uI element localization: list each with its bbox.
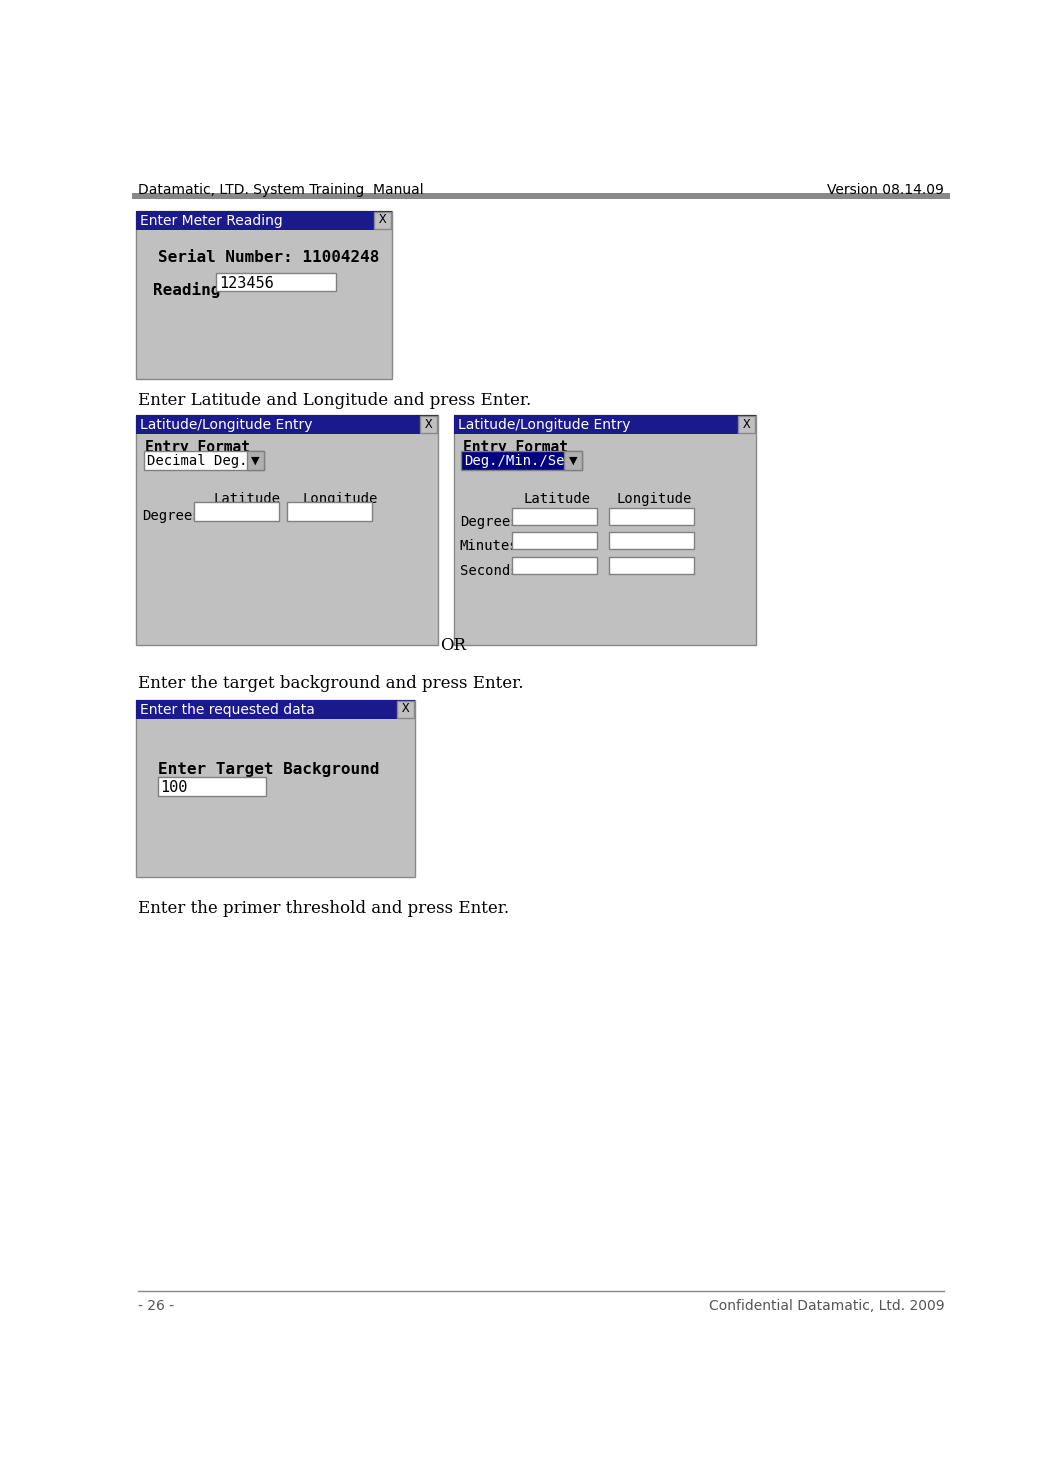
Text: Serial Number: 11004248: Serial Number: 11004248 xyxy=(157,250,379,265)
Text: Minutes: Minutes xyxy=(459,540,518,553)
Text: Latitude/Longitude Entry: Latitude/Longitude Entry xyxy=(139,418,313,432)
Bar xyxy=(397,700,414,718)
Text: Enter the requested data: Enter the requested data xyxy=(139,703,315,718)
Bar xyxy=(420,416,437,432)
Bar xyxy=(454,415,756,644)
Text: Reading: Reading xyxy=(153,282,221,299)
Bar xyxy=(136,415,438,644)
Bar xyxy=(512,558,597,574)
Bar xyxy=(608,507,694,525)
Bar xyxy=(512,507,597,525)
Text: X: X xyxy=(426,418,433,431)
Bar xyxy=(461,452,582,469)
Text: Latitude/Longitude Entry: Latitude/Longitude Entry xyxy=(457,418,630,432)
Bar xyxy=(374,212,391,229)
Bar xyxy=(144,452,264,469)
Text: Degrees: Degrees xyxy=(143,509,201,524)
Text: Enter Latitude and Longitude and press Enter.: Enter Latitude and Longitude and press E… xyxy=(138,393,531,409)
Bar xyxy=(132,194,950,199)
Text: Entry Format: Entry Format xyxy=(145,440,250,455)
Text: Enter Target Background: Enter Target Background xyxy=(157,762,379,777)
Text: Latitude: Latitude xyxy=(213,493,281,506)
Bar xyxy=(738,416,755,432)
Bar xyxy=(136,415,438,434)
Text: - 26 -: - 26 - xyxy=(138,1299,174,1314)
Bar xyxy=(454,415,756,434)
Text: Enter the primer threshold and press Enter.: Enter the primer threshold and press Ent… xyxy=(138,900,509,918)
Text: ▼: ▼ xyxy=(569,455,578,465)
Bar xyxy=(512,533,597,549)
Bar xyxy=(287,502,373,521)
Text: Latitude: Latitude xyxy=(524,493,590,506)
Bar xyxy=(565,452,582,469)
Text: 123456: 123456 xyxy=(219,277,274,291)
Bar xyxy=(157,777,266,796)
Text: Longitude: Longitude xyxy=(302,493,378,506)
Bar xyxy=(194,502,279,521)
Bar xyxy=(136,700,415,719)
Bar xyxy=(136,212,392,380)
Text: 100: 100 xyxy=(161,780,188,796)
Text: Degrees: Degrees xyxy=(459,515,518,528)
Text: Version 08.14.09: Version 08.14.09 xyxy=(827,182,944,197)
Bar xyxy=(608,558,694,574)
Text: Deg./Min./Sec.: Deg./Min./Sec. xyxy=(465,455,582,468)
Text: ▼: ▼ xyxy=(251,455,260,465)
Text: Datamatic, LTD. System Training  Manual: Datamatic, LTD. System Training Manual xyxy=(138,182,423,197)
Text: Entry Format: Entry Format xyxy=(463,440,568,455)
Text: X: X xyxy=(402,703,410,715)
Text: Enter the target background and press Enter.: Enter the target background and press En… xyxy=(138,675,524,693)
Text: Seconds: Seconds xyxy=(459,563,518,578)
Text: Enter Meter Reading: Enter Meter Reading xyxy=(139,215,283,228)
Bar xyxy=(215,272,336,291)
Text: Confidential Datamatic, Ltd. 2009: Confidential Datamatic, Ltd. 2009 xyxy=(709,1299,944,1314)
Bar xyxy=(136,700,415,877)
Text: X: X xyxy=(378,213,386,227)
Text: OR: OR xyxy=(439,637,466,655)
Bar xyxy=(136,212,392,229)
Text: X: X xyxy=(742,418,751,431)
Bar xyxy=(247,452,264,469)
Text: Decimal Deg.: Decimal Deg. xyxy=(147,455,247,468)
Bar xyxy=(608,533,694,549)
Text: Longitude: Longitude xyxy=(617,493,692,506)
